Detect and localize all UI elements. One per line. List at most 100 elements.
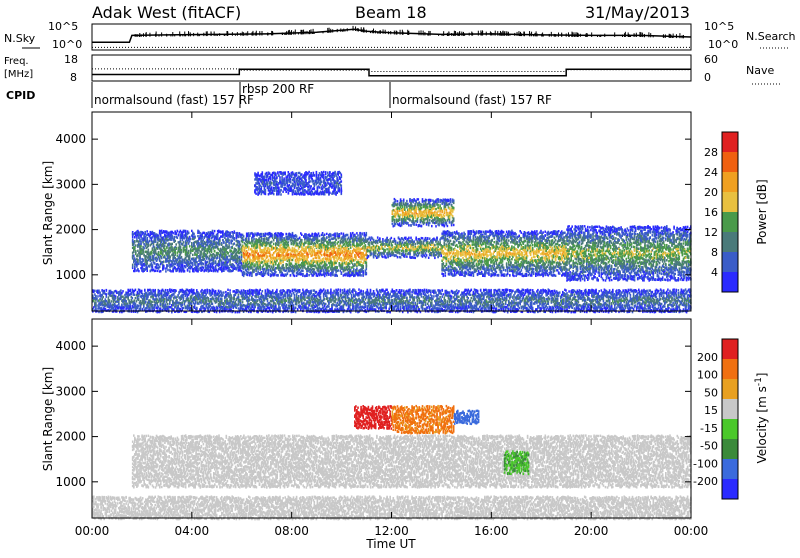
- echo-cell: [202, 267, 204, 269]
- echo-cell: [241, 256, 243, 258]
- echo-cell: [178, 234, 180, 236]
- echo-cell: [329, 264, 331, 266]
- echo-cell: [323, 257, 325, 259]
- echo-cell: [221, 244, 223, 246]
- echo-cell: [277, 235, 279, 237]
- echo-cell: [174, 251, 176, 253]
- echo-cell: [264, 268, 266, 270]
- echo-cell: [302, 273, 304, 275]
- echo-cell: [192, 262, 194, 264]
- echo-cell: [334, 233, 336, 235]
- echo-cell: [266, 269, 268, 271]
- echo-cell: [311, 254, 313, 256]
- echo-cell: [164, 245, 166, 247]
- echo-cell: [207, 261, 209, 263]
- echo-cell: [282, 264, 284, 266]
- power-heatmap-data: [92, 171, 692, 314]
- echo-cell: [157, 270, 159, 272]
- echo-cell: [146, 270, 148, 272]
- echo-cell: [159, 266, 161, 268]
- echo-cell: [149, 240, 151, 242]
- echo-cell: [248, 238, 250, 240]
- echo-cell: [189, 240, 191, 242]
- echo-cell: [189, 245, 191, 247]
- echo-cell: [302, 270, 304, 272]
- echo-cell: [319, 240, 321, 242]
- echo-cell: [148, 249, 150, 251]
- echo-cell: [240, 267, 242, 269]
- echo-cell: [282, 261, 284, 263]
- echo-cell: [194, 245, 196, 247]
- echo-cell: [318, 232, 320, 234]
- echo-cell: [175, 243, 177, 245]
- echo-cell: [243, 235, 245, 237]
- echo-cell: [248, 268, 250, 270]
- cpid-segment-2: rbsp 200 RF: [242, 82, 314, 96]
- echo-cell: [170, 270, 172, 272]
- echo-cell: [325, 239, 327, 241]
- echo-cell: [139, 238, 141, 240]
- echo-cell: [328, 270, 330, 272]
- echo-cell: [304, 258, 306, 260]
- echo-cell: [262, 261, 264, 263]
- echo-cell: [253, 238, 255, 240]
- echo-cell: [133, 250, 135, 252]
- echo-cell: [256, 273, 258, 275]
- echo-cell: [200, 253, 202, 255]
- echo-cell: [307, 253, 309, 255]
- echo-cell: [159, 257, 161, 259]
- echo-cell: [217, 257, 219, 259]
- echo-cell: [201, 269, 203, 271]
- echo-cell: [227, 252, 229, 254]
- echo-cell: [222, 232, 224, 234]
- echo-cell: [158, 236, 160, 238]
- echo-cell: [185, 265, 187, 267]
- echo-cell: [328, 274, 330, 276]
- echo-cell: [189, 270, 191, 272]
- echo-cell: [219, 264, 221, 266]
- echo-cell: [326, 233, 328, 235]
- echo-cell: [285, 269, 287, 271]
- echo-cell: [137, 259, 139, 261]
- echo-cell: [132, 266, 134, 268]
- echo-cell: [160, 270, 162, 272]
- echo-cell: [294, 270, 296, 272]
- echo-cell: [134, 266, 136, 268]
- echo-cell: [213, 260, 215, 262]
- echo-cell: [228, 239, 230, 241]
- echo-cell: [172, 232, 174, 234]
- echo-cell: [277, 274, 279, 276]
- echo-cell: [314, 268, 316, 270]
- echo-cell: [239, 256, 241, 258]
- echo-cell: [137, 255, 139, 257]
- echo-cell: [223, 241, 225, 243]
- echo-cell: [265, 259, 267, 261]
- echo-cell: [265, 248, 267, 250]
- echo-cell: [135, 251, 137, 253]
- echo-cell: [142, 260, 144, 262]
- echo-cell: [188, 232, 190, 234]
- echo-cell: [321, 246, 323, 248]
- echo-cell: [226, 256, 228, 258]
- echo-cell: [306, 273, 308, 275]
- echo-cell: [244, 249, 246, 251]
- echo-cell: [301, 234, 303, 236]
- echo-cell: [196, 261, 198, 263]
- freq-tick-top: 18: [64, 53, 78, 66]
- echo-cell: [172, 269, 174, 271]
- echo-cell: [212, 230, 214, 232]
- echo-cell: [183, 241, 185, 243]
- echo-cell: [199, 232, 201, 234]
- nsearch-label: N.Search: [746, 30, 796, 43]
- echo-cell: [213, 262, 215, 264]
- echo-cell: [146, 262, 148, 264]
- echo-cell: [268, 239, 270, 241]
- echo-cell: [214, 250, 216, 252]
- echo-cell: [228, 246, 230, 248]
- echo-cell: [268, 272, 270, 274]
- echo-cell: [207, 252, 209, 254]
- echo-cell: [269, 248, 271, 250]
- echo-cell: [146, 230, 148, 232]
- echo-cell: [273, 239, 275, 241]
